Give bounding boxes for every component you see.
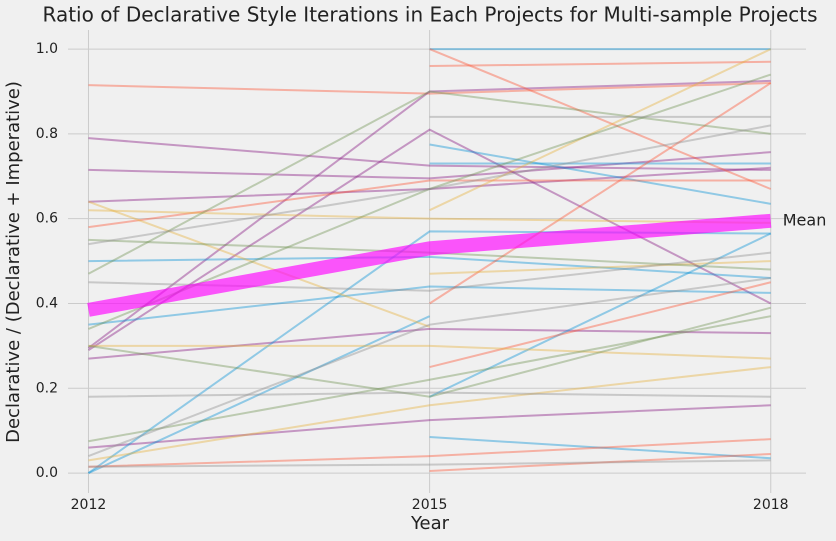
y-tick-label: 0.4 [36, 295, 58, 311]
project-line [88, 255, 771, 280]
project-line [88, 179, 771, 229]
project-line [429, 232, 772, 398]
project-line [88, 459, 771, 468]
project-line [87, 90, 771, 275]
project-line [429, 143, 771, 205]
series-label: Mean [783, 210, 827, 229]
project-line [88, 404, 771, 449]
x-axis-label: Year [410, 513, 450, 534]
project-line [88, 344, 771, 360]
project-line [88, 137, 771, 171]
project-line [429, 60, 771, 68]
project-line [429, 260, 771, 275]
project-line [88, 124, 771, 246]
y-tick-label: 0.6 [36, 211, 58, 227]
project-line [88, 200, 430, 328]
project-line [88, 315, 431, 474]
project-line [88, 166, 771, 203]
project-line [88, 151, 771, 180]
x-tick-label: 2015 [412, 497, 448, 513]
project-line [88, 285, 771, 326]
project-line [88, 366, 771, 462]
chart-title: Ratio of Declarative Style Iterations in… [42, 3, 817, 27]
y-axis-label: Declarative / (Declarative + Imperative) [3, 81, 24, 443]
project-line [88, 209, 771, 224]
project-line [88, 315, 771, 443]
y-tick-label: 0.2 [36, 380, 58, 396]
project-line [88, 306, 772, 398]
project-line [88, 391, 771, 398]
project-line [429, 82, 772, 305]
project-line [87, 79, 771, 349]
mean-line [87, 213, 772, 317]
project-line [88, 81, 771, 95]
y-tick-label: 1.0 [36, 41, 58, 57]
y-tick-label: 0.0 [36, 465, 58, 481]
project-line [87, 128, 772, 351]
project-line [429, 281, 771, 369]
project-line [429, 48, 772, 212]
project-line [429, 452, 771, 472]
project-line [88, 277, 771, 458]
project-line [429, 436, 771, 460]
x-tick-label: 2012 [71, 497, 107, 513]
x-tick-label: 2018 [753, 497, 789, 513]
y-tick-label: 0.8 [36, 126, 58, 142]
project-line [88, 327, 771, 360]
project-line [429, 48, 772, 190]
project-line [88, 438, 771, 468]
